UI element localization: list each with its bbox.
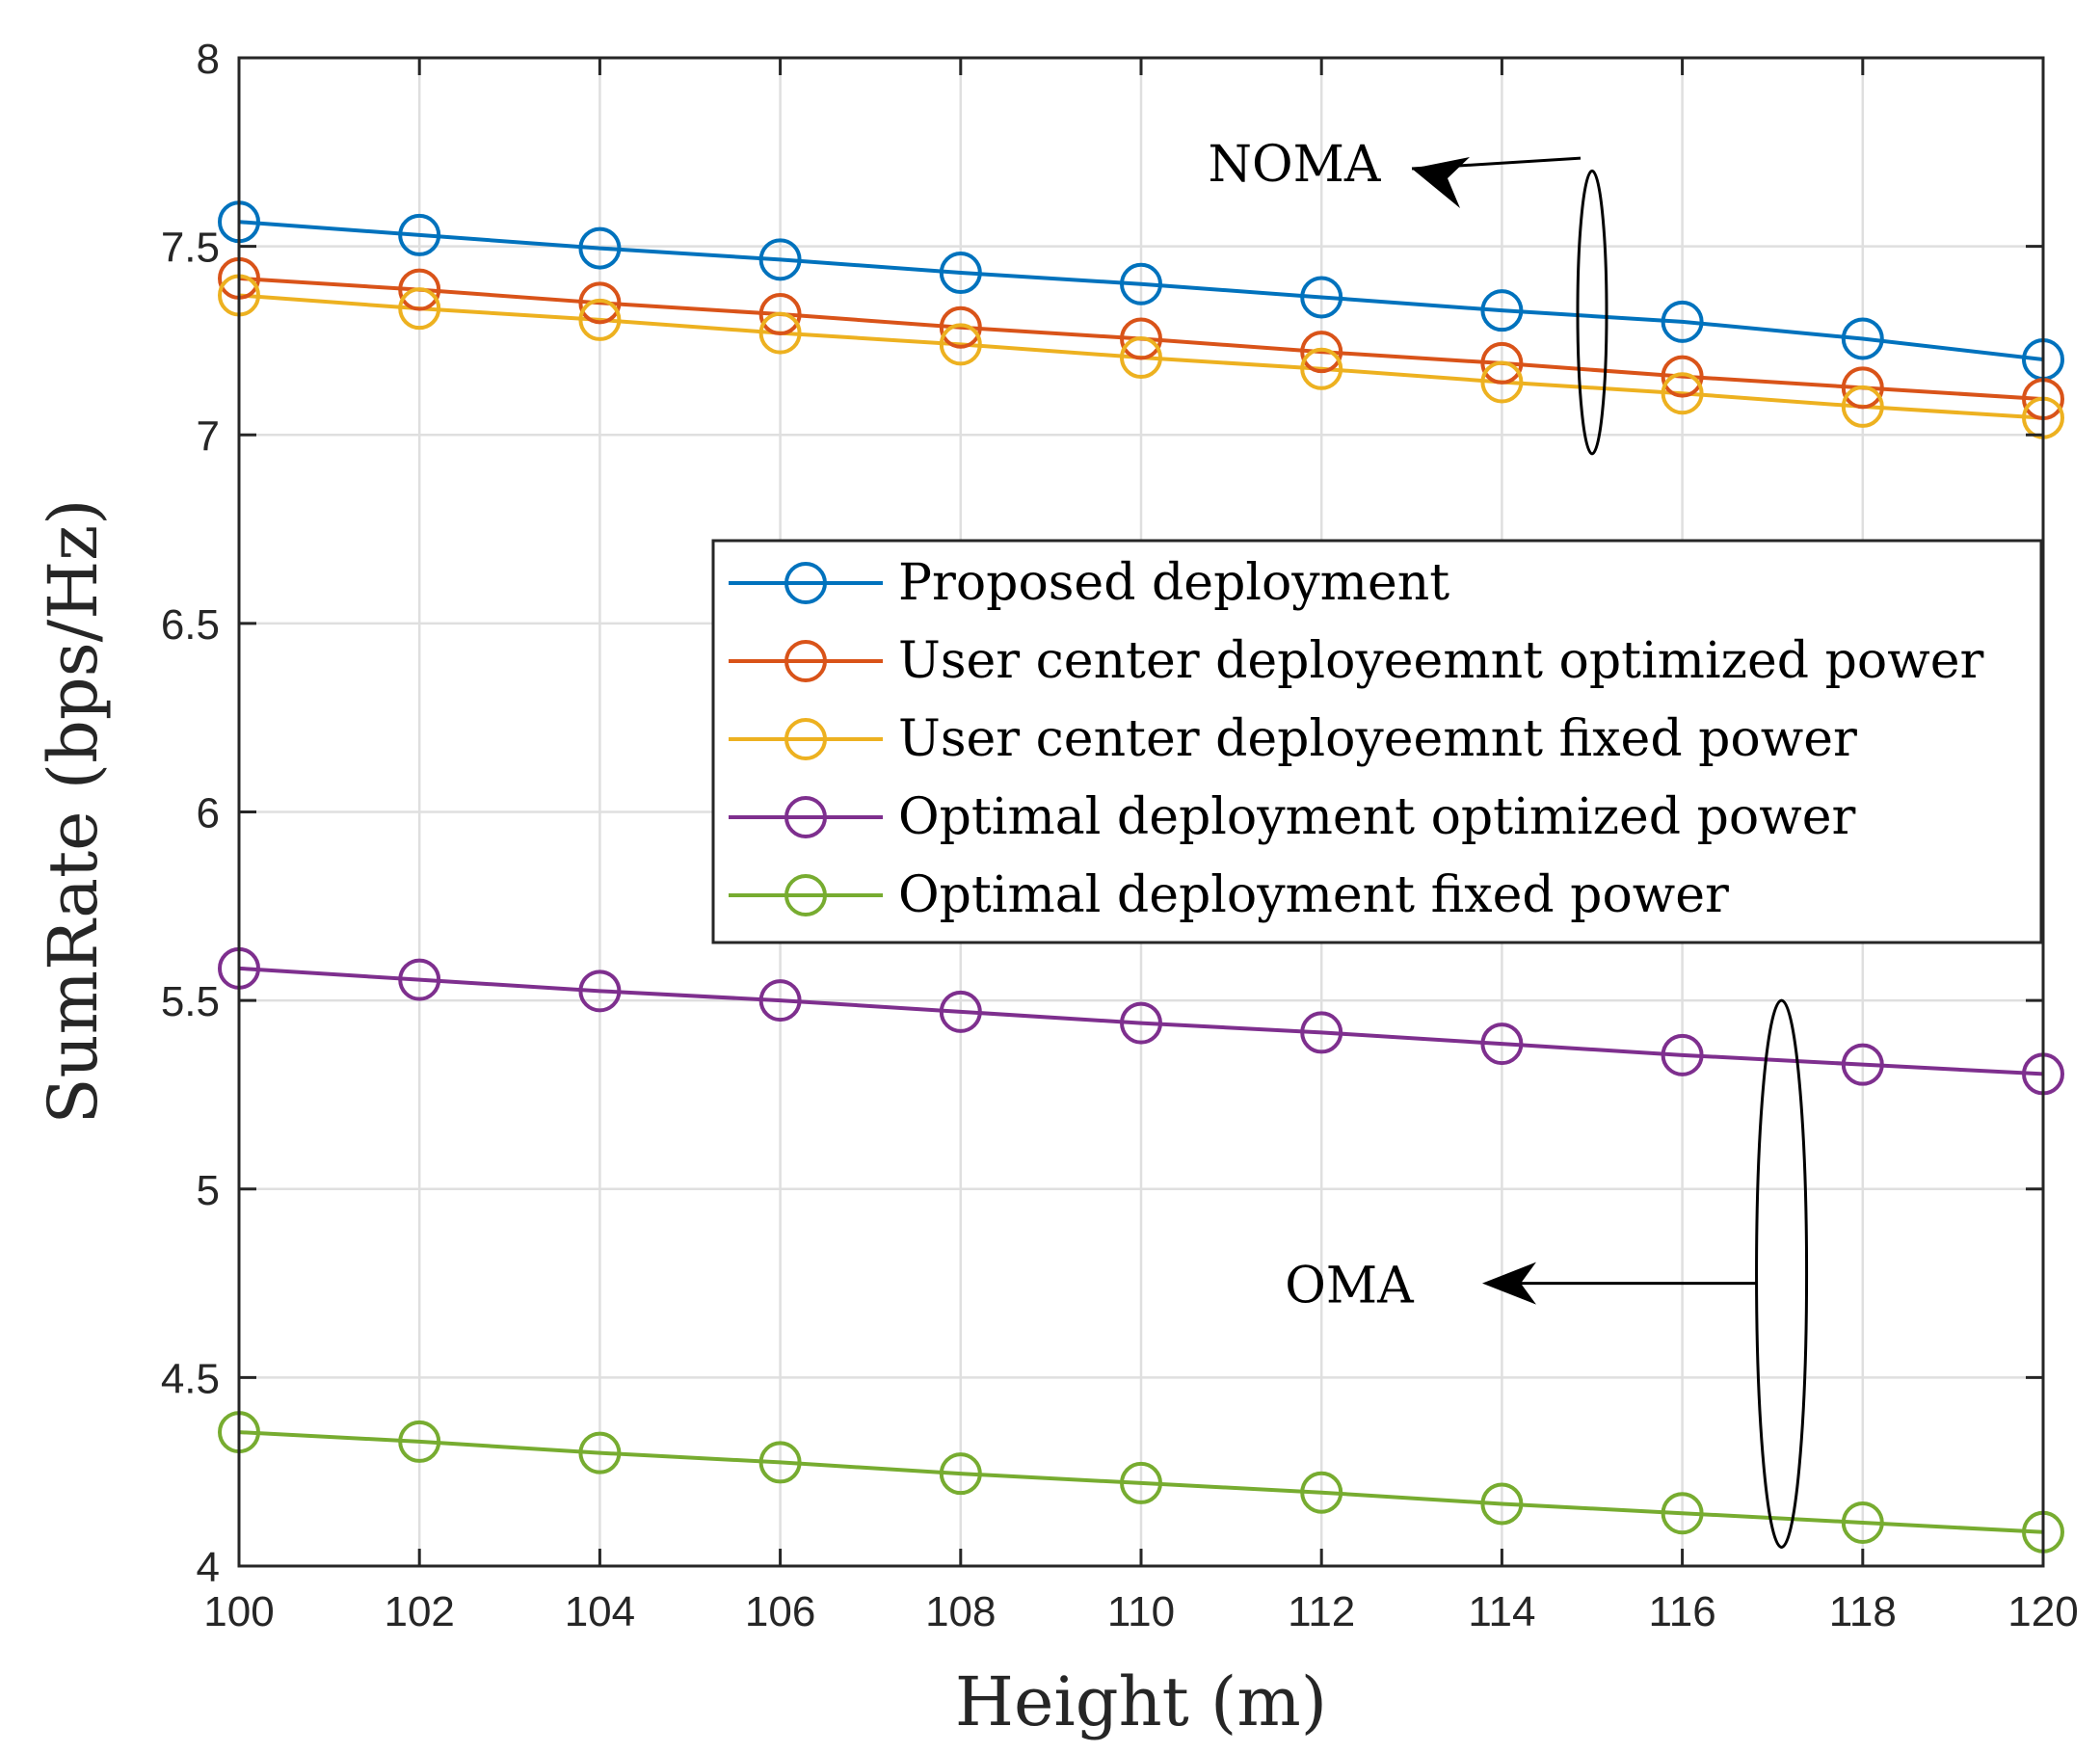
y-tick-label: 8: [197, 36, 220, 83]
data-point: [1120, 1001, 1162, 1045]
x-tick-label: 108: [925, 1588, 996, 1635]
data-point: [939, 252, 982, 295]
ticks: 100 102 104 106 108 110 112 114 116 118 120 4 4.5 5 5.…: [161, 36, 2079, 1635]
data-point: [398, 958, 441, 1001]
data-point: [1300, 1011, 1343, 1054]
data-point: [939, 305, 982, 349]
data-point: [1300, 347, 1343, 390]
data-point: [578, 226, 622, 270]
data-point: [398, 1420, 441, 1463]
data-point: [939, 323, 982, 366]
data-point: [1841, 1043, 1884, 1086]
x-tick-label: 100: [203, 1588, 274, 1635]
x-tick-label: 112: [1288, 1588, 1355, 1635]
data-point: [758, 311, 802, 355]
x-axis-title: Height (m): [955, 1662, 1327, 1741]
x-tick-label: 118: [1829, 1588, 1897, 1635]
legend-box: [711, 539, 2043, 944]
data-point: [578, 281, 622, 325]
data-point: [1841, 1501, 1884, 1545]
x-tick-label: 106: [745, 1588, 815, 1635]
x-tick-label: 120: [2007, 1588, 2078, 1635]
y-tick-label: 4.5: [161, 1355, 220, 1402]
data-point: [1300, 1471, 1343, 1514]
data-point: [398, 287, 441, 331]
data-point: [1120, 262, 1162, 305]
noma-label: NOMA: [1209, 136, 1382, 194]
data-point: [1841, 385, 1884, 428]
series-line-1: [239, 220, 2043, 361]
annotations: NOMA OMA: [1209, 136, 1809, 1549]
y-tick-label: 5: [197, 1167, 220, 1214]
legend-marker: [784, 562, 827, 604]
y-tick-label: 7: [197, 412, 220, 460]
oma-label: OMA: [1285, 1258, 1415, 1315]
data-point: [578, 969, 622, 1013]
data-point: [1661, 372, 1704, 415]
y-tick-label: 5.5: [161, 978, 220, 1025]
data-point: [578, 1431, 622, 1474]
data-point: [1661, 1492, 1704, 1535]
x-tick-label: 110: [1107, 1588, 1175, 1635]
y-tick-label: 6: [197, 790, 220, 837]
data-point: [1120, 1461, 1162, 1504]
data-point: [1841, 317, 1884, 360]
data-point: [758, 293, 802, 336]
y-tick-label: 7.5: [161, 225, 220, 272]
oma-ellipse: [1755, 998, 1809, 1549]
y-tick-label: 4: [197, 1544, 220, 1591]
data-point: [578, 298, 622, 341]
series-line-4: [239, 966, 2043, 1076]
legend-marker: [784, 640, 827, 682]
legend-marker: [784, 796, 827, 838]
data-point: [939, 990, 982, 1033]
data-point: [1120, 317, 1162, 360]
y-axis-title: SumRate (bps/Hz): [34, 499, 113, 1125]
data-point: [1480, 289, 1524, 332]
legend-label: Optimal deployment optimized power: [898, 788, 1856, 846]
legend-label: Optimal deployment fixed power: [898, 866, 1729, 924]
data-point: [1480, 360, 1524, 404]
legend-label: User center deployeemnt optimized power: [898, 632, 1983, 690]
y-tick-label: 6.5: [161, 601, 220, 649]
x-tick-label: 114: [1468, 1588, 1535, 1635]
data-point: [1120, 336, 1162, 380]
x-tick-label: 104: [565, 1588, 635, 1635]
noma-arrow-head: [1412, 157, 1470, 208]
noma-ellipse: [1576, 169, 1608, 456]
data-point: [1300, 276, 1343, 319]
legend-label: User center deployeemnt fixed power: [898, 710, 1857, 768]
oma-arrow-head: [1482, 1262, 1536, 1305]
data-point: [1841, 366, 1884, 410]
data-point: [1661, 355, 1704, 398]
legend-marker: [784, 718, 827, 760]
data-point: [398, 268, 441, 311]
x-tick-label: 116: [1649, 1588, 1716, 1635]
legend: Proposed deployment User center deployeem…: [711, 539, 2043, 944]
data-point: [1300, 331, 1343, 374]
legend-label: Proposed deployment: [898, 554, 1449, 612]
data-point: [1480, 341, 1524, 385]
data-point: [939, 1452, 982, 1496]
series-line-5: [239, 1430, 2043, 1534]
legend-marker: [784, 874, 827, 916]
data-point: [1661, 300, 1704, 343]
data-point: [758, 979, 802, 1023]
x-tick-label: 102: [384, 1588, 454, 1635]
data-point: [758, 238, 802, 281]
data-point: [1661, 1033, 1704, 1076]
data-point: [398, 213, 441, 256]
data-point: [758, 1441, 802, 1484]
data-point: [1480, 1482, 1524, 1526]
data-point: [1480, 1023, 1524, 1066]
